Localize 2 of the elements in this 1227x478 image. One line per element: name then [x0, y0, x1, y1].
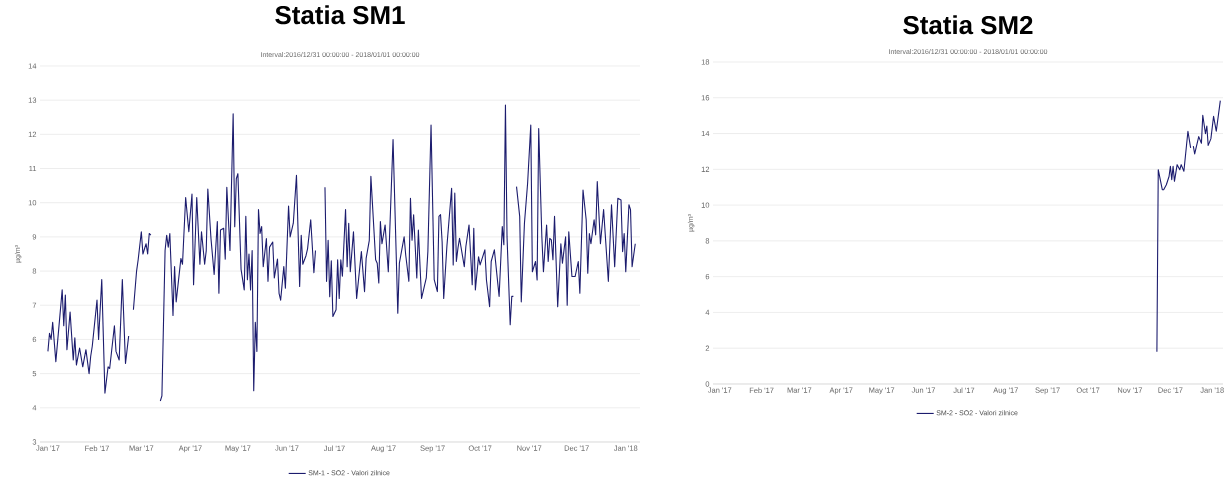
chart-title: Statia SM2: [903, 15, 1033, 35]
chart-title: Statia SM1: [275, 5, 405, 25]
